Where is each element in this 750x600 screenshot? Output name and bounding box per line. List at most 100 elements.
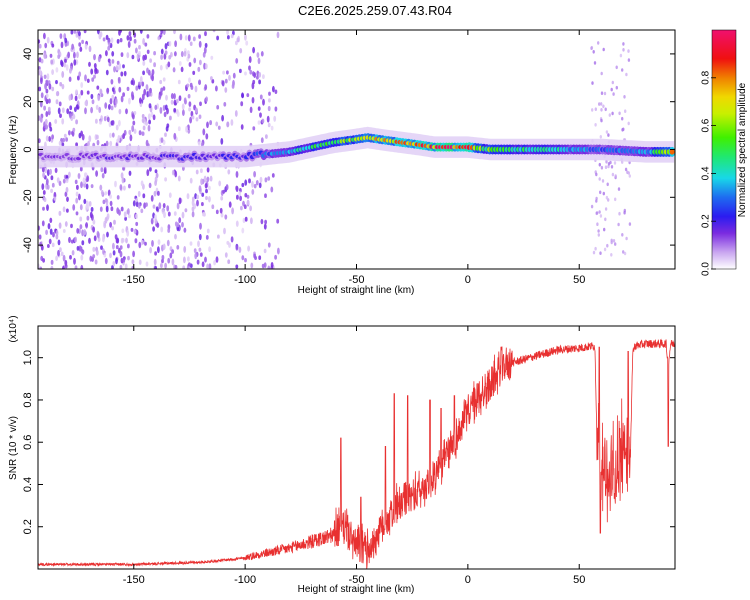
spectrogram-noise-dot (72, 113, 76, 120)
spectrogram-noise-dot (126, 35, 130, 41)
spectrogram-noise-dot (596, 222, 599, 226)
spectrogram-noise-dot (216, 104, 220, 110)
spectrogram-noise-dot (110, 105, 114, 111)
spectrogram-noise-dot (145, 121, 148, 126)
spectrogram-noise-dot (106, 87, 110, 93)
spectrogram-noise-dot (196, 259, 200, 265)
spectrogram-noise-dot (40, 58, 44, 64)
spectrogram-noise-dot (130, 227, 134, 232)
spectrogram-noise-dot (49, 126, 53, 132)
spectrogram-noise-dot (46, 184, 50, 190)
spectrogram-noise-dot (225, 184, 229, 191)
spectrogram-noise-dot (232, 72, 236, 79)
spectrogram-noise-dot (151, 239, 154, 247)
spectrogram-noise-dot (121, 177, 125, 184)
spectrogram-noise-dot (246, 194, 250, 199)
spectrogram-noise-dot (150, 195, 154, 202)
spectrogram-noise-dot (160, 54, 164, 60)
spectrogram-noise-dot (618, 211, 621, 216)
spectrogram-noise-dot (210, 55, 214, 60)
spectrogram-noise-dot (50, 265, 54, 269)
spectrogram-noise-dot (146, 67, 149, 74)
spectrogram-noise-dot (261, 118, 265, 124)
spectrogram-noise-dot (84, 107, 87, 115)
spectrogram-noise-dot (188, 107, 192, 112)
spectrogram-noise-dot (169, 115, 172, 121)
snr-x-tick-label: -50 (349, 574, 365, 586)
spectrogram-noise-dot (164, 262, 168, 269)
snr-y-tick-label: 0.8 (22, 392, 34, 407)
spectrogram-noise-dot (177, 126, 181, 132)
spectrogram-noise-dot (154, 218, 158, 225)
spectrogram-noise-dot (592, 50, 595, 54)
spectrogram-noise-dot (161, 255, 165, 260)
spectrogram-noise-dot (598, 177, 601, 181)
spectrogram-noise-dot (205, 196, 208, 201)
spectrogram-noise-dot (76, 51, 79, 59)
spectrogram-noise-dot (43, 105, 46, 111)
spectrogram-noise-dot (189, 41, 193, 46)
spectrogram-noise-dot (111, 120, 115, 125)
spectrogram-noise-dot (49, 217, 53, 224)
spectrogram-noise-dot (58, 101, 62, 107)
spectrogram-noise-dot (164, 42, 168, 50)
spectrogram-noise-dot (133, 110, 137, 116)
snr-y-tick-label: 1.0 (22, 350, 34, 365)
spectrogram-noise-dot (118, 119, 121, 127)
spectrogram-noise-dot (238, 246, 242, 253)
spectrogram-noise-dot (159, 79, 163, 85)
spectrogram-noise-dot (247, 245, 251, 252)
spectrogram-noise-dot (105, 34, 109, 41)
spectrogram-noise-dot (127, 183, 131, 189)
spectrogram-noise-dot (51, 86, 55, 92)
spectrogram-noise-dot (590, 46, 593, 50)
spectrogram-noise-dot (79, 46, 83, 52)
spectrogram-noise-dot (612, 239, 616, 243)
spectrogram-noise-dot (102, 235, 105, 243)
spectrogram-noise-dot (115, 64, 119, 71)
spectrogram-noise-dot (606, 243, 609, 248)
spectrogram-noise-dot (66, 208, 69, 213)
spectrogram-noise-dot (107, 189, 111, 197)
spectrogram-noise-dot (79, 224, 83, 230)
spectrogram-noise-dot (152, 114, 156, 121)
spectrogram-noise-dot (204, 84, 208, 91)
spectrogram-noise-dot (116, 138, 120, 144)
spectrogram-noise-dot (603, 91, 607, 96)
spectrogram-noise-dot (39, 116, 43, 123)
spectrogram-noise-dot (107, 38, 111, 43)
spectrogram-noise-dot (206, 176, 210, 183)
spectrogram-noise-dot (51, 69, 54, 76)
spectrogram-noise-dot (599, 135, 602, 139)
spectrogram-noise-dot (96, 134, 99, 140)
spectrogram-noise-dot (597, 229, 600, 233)
spectrogram-noise-dot (119, 245, 123, 250)
spectrogram-noise-dot (67, 51, 70, 59)
spectrogram-noise-dot (201, 192, 205, 197)
spectrogram-x-label: Height of straight line (km) (298, 285, 415, 296)
spectrogram-noise-dot (238, 191, 242, 196)
spectrogram-noise-dot (244, 216, 248, 222)
spectrogram-noise-dot (80, 264, 84, 269)
spectrogram-noise-dot (198, 185, 202, 192)
spectrogram-noise-dot (174, 40, 178, 48)
spectrogram-noise-dot (195, 107, 198, 114)
spectrogram-noise-dot (591, 108, 594, 112)
spectrogram-noise-dot (258, 255, 262, 260)
spectrogram-noise-dot (163, 111, 167, 118)
spectrogram-noise-dot (132, 200, 136, 207)
spectrogram-noise-dot (163, 53, 167, 60)
spectrogram-noise-dot (89, 255, 93, 262)
spectrogram-noise-dot (221, 80, 225, 87)
spectrogram-noise-dot (57, 239, 61, 246)
spectrogram-noise-dot (215, 256, 219, 263)
spectrogram-noise-dot (189, 116, 193, 124)
spectrogram-noise-dot (75, 119, 78, 125)
spectrogram-noise-dot (124, 216, 127, 221)
spectrogram-noise-dot (149, 246, 153, 254)
spectrogram-noise-dot (252, 126, 256, 131)
spectrogram-noise-dot (231, 83, 235, 89)
spectrogram-x-tick-label: -150 (123, 274, 145, 286)
spectrogram-noise-dot (61, 118, 65, 125)
spectrogram-noise-dot (60, 251, 64, 257)
